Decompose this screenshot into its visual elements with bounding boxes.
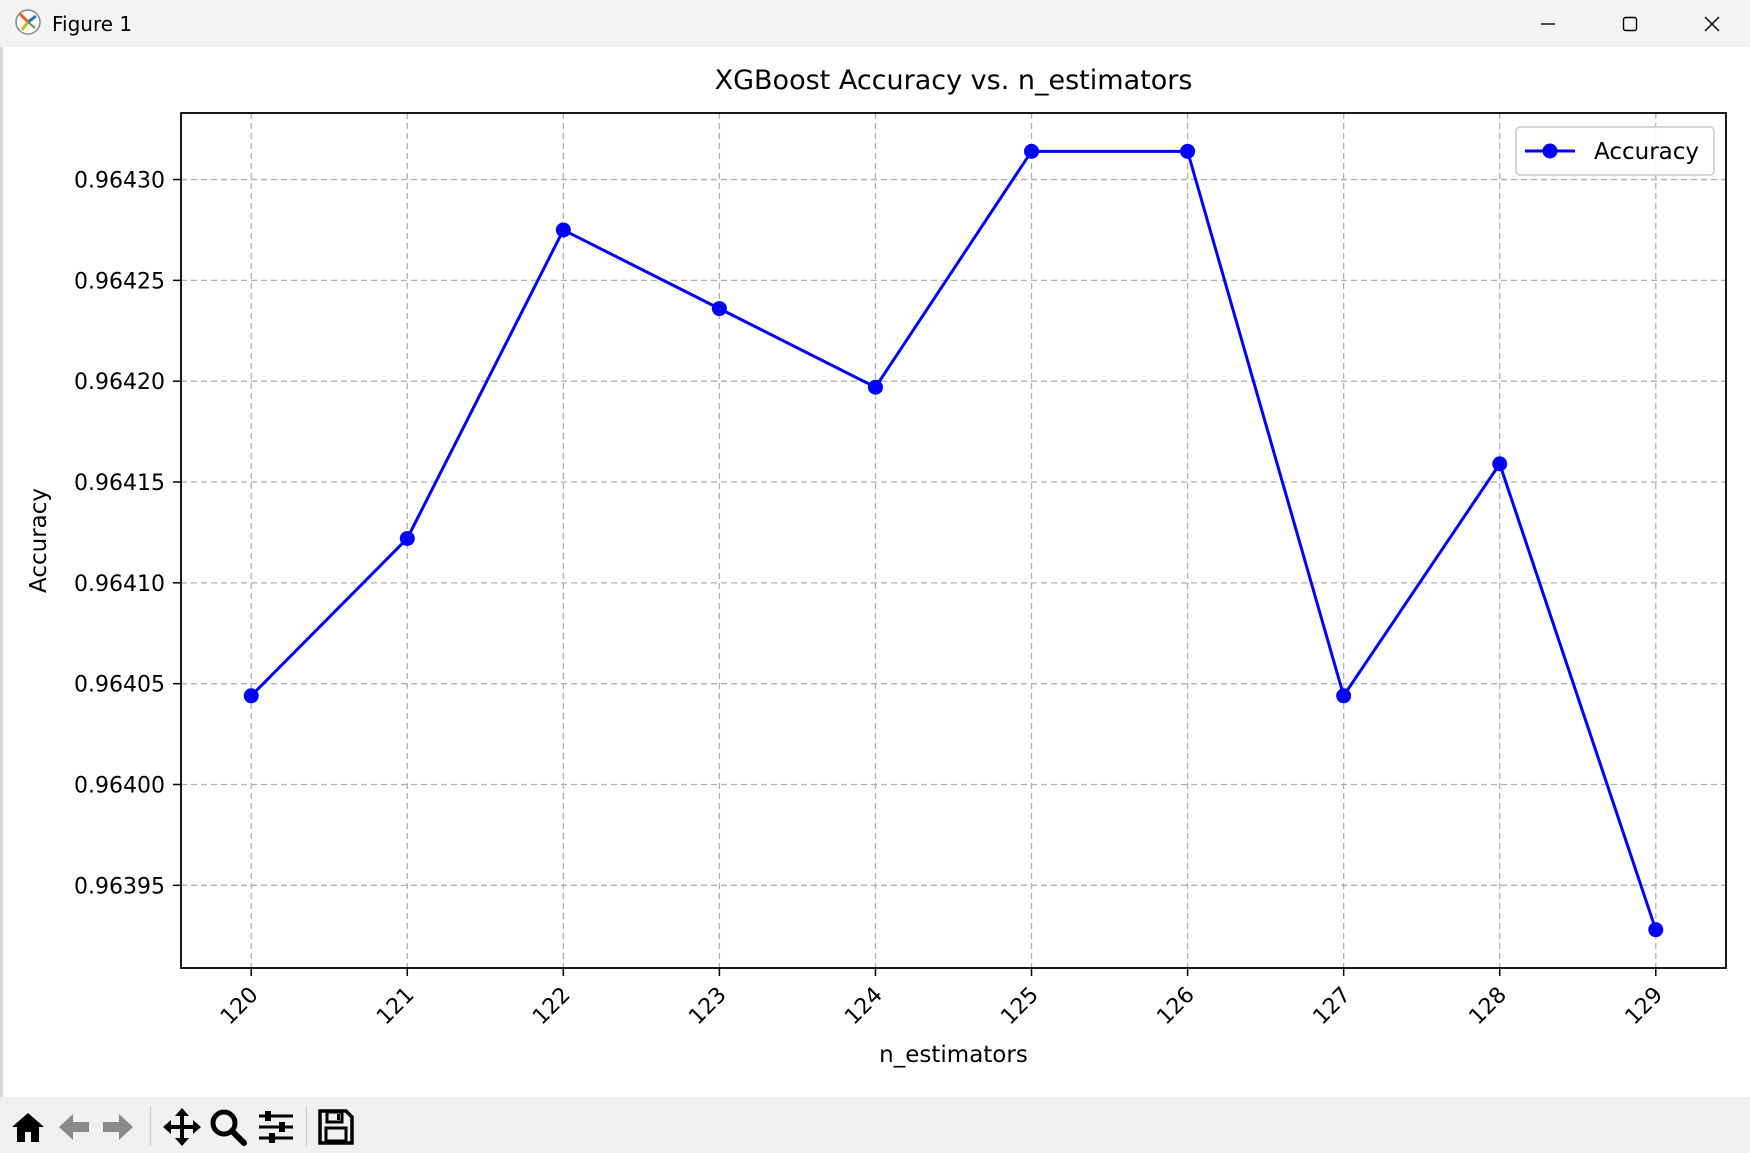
x-tick-label: 127: [1309, 983, 1356, 1030]
x-axis-label: n_estimators: [879, 1042, 1028, 1068]
home-icon: [12, 1113, 44, 1142]
toolbar-separator: [150, 1106, 151, 1146]
legend-marker: [1542, 143, 1558, 159]
close-button[interactable]: [1672, 0, 1750, 47]
close-icon: [1704, 16, 1720, 31]
series-line: [250, 149, 1658, 931]
zoom-icon: [210, 1109, 247, 1146]
chart-canvas: 120 121 122 123 124 125 126 127 128 129 0.96395 0.9…: [26, 65, 1727, 1068]
chart-title: XGBoost Accuracy vs. n_estimators: [715, 65, 1193, 96]
configure-subplots-button[interactable]: [256, 1106, 296, 1148]
data-point: [1492, 456, 1508, 472]
pan-icon: [163, 1108, 201, 1146]
forward-button[interactable]: [98, 1106, 138, 1148]
legend-box: [1515, 126, 1715, 176]
zoom-button[interactable]: [208, 1106, 248, 1148]
data-point: [1180, 143, 1196, 159]
window-title: Figure 1: [52, 12, 133, 36]
save-icon: [318, 1109, 354, 1145]
data-point: [867, 379, 883, 395]
pan-button[interactable]: [162, 1106, 202, 1148]
x-tick-label: 122: [528, 983, 575, 1030]
x-tick-label: 124: [840, 983, 887, 1030]
window-titlebar: [0, 0, 1750, 47]
y-tick-label: 0.96420: [74, 370, 165, 395]
legend-label: Accuracy: [1594, 139, 1699, 165]
minimize-button[interactable]: [1508, 0, 1588, 47]
data-point: [1648, 922, 1664, 938]
data-point: [243, 688, 259, 704]
data-point: [1336, 688, 1352, 704]
y-tick-label: 0.96425: [74, 269, 165, 294]
forward-arrow-icon: [103, 1114, 133, 1140]
x-tick-label: 121: [372, 983, 419, 1030]
y-axis-label: Accuracy: [26, 488, 52, 593]
back-arrow-icon: [59, 1114, 89, 1140]
x-tick-label: 129: [1621, 983, 1668, 1030]
maximize-button[interactable]: [1590, 0, 1670, 47]
x-tick-label: 128: [1465, 983, 1512, 1030]
x-tick-label: 125: [996, 983, 1043, 1030]
navigation-toolbar: [0, 1097, 1750, 1153]
x-tick-label: 126: [1152, 983, 1199, 1030]
minimize-icon: [1541, 22, 1555, 25]
legend: Accuracy: [1515, 126, 1715, 176]
data-point: [555, 222, 571, 238]
save-button[interactable]: [316, 1106, 356, 1148]
configure-subplots-icon: [259, 1111, 293, 1143]
toolbar-separator: [306, 1106, 307, 1146]
y-tick-label: 0.96395: [74, 874, 165, 899]
y-tick-label: 0.96410: [74, 572, 165, 597]
y-tick-label: 0.96415: [74, 471, 165, 496]
back-button[interactable]: [54, 1106, 94, 1148]
maximize-icon: [1622, 16, 1638, 31]
home-button[interactable]: [8, 1106, 48, 1148]
plot-frame: [180, 112, 1727, 969]
matplotlib-icon: [14, 8, 42, 36]
x-tick-label: 123: [684, 983, 731, 1030]
data-point: [1024, 143, 1040, 159]
y-tick-label: 0.96405: [74, 673, 165, 698]
data-point: [711, 301, 727, 317]
window-border: [0, 47, 3, 1097]
x-tick-label: 120: [216, 983, 263, 1030]
data-point: [399, 530, 415, 546]
y-tick-label: 0.96430: [74, 169, 165, 194]
y-tick-label: 0.96400: [74, 773, 165, 798]
